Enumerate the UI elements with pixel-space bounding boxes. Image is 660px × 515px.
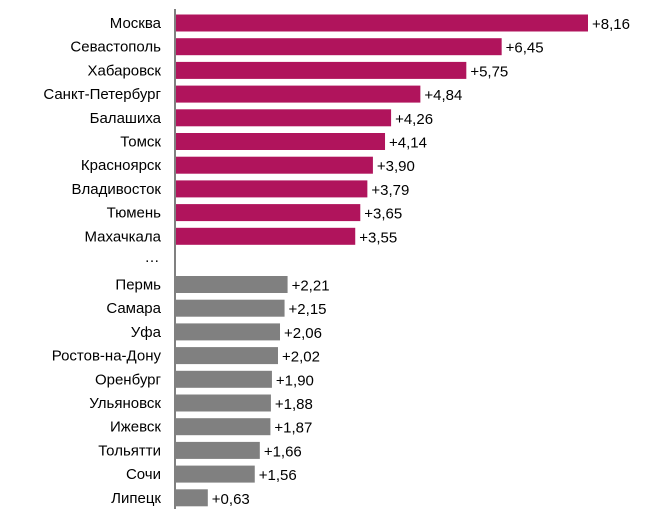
value-label: +2,15 (289, 301, 327, 318)
category-label: Томск (120, 134, 161, 151)
category-labels-group: Москва Севастополь Хабаровск Санкт-Петербур… (43, 15, 161, 507)
bar (176, 14, 588, 32)
value-label: +3,79 (371, 182, 409, 199)
value-label: +5,75 (470, 63, 508, 80)
value-label: +1,66 (264, 443, 302, 460)
category-label: Тольятти (98, 442, 161, 459)
bar (176, 465, 255, 483)
bar (176, 299, 285, 317)
value-label: +2,21 (292, 278, 330, 295)
bar (176, 347, 278, 365)
value-labels-group: +8,16 +6,45 +5,75 +4,84 +4,26 +4,14 +3,90 +3,79… (212, 16, 630, 508)
category-label: Сочи (126, 466, 161, 483)
bar (176, 156, 373, 174)
value-label: +4,14 (389, 135, 427, 152)
value-label: +2,06 (284, 325, 322, 342)
value-label: +1,90 (276, 372, 314, 389)
category-label: Севастополь (70, 39, 161, 56)
category-label: Москва (110, 15, 162, 32)
category-label: Махачкала (85, 228, 162, 245)
value-label: +3,65 (364, 206, 402, 223)
category-label: Ростов-на-Дону (52, 348, 162, 365)
gap-ellipsis: … (145, 249, 160, 266)
category-label: Уфа (131, 324, 162, 341)
category-label: Хабаровск (88, 62, 162, 79)
value-label: +4,84 (424, 87, 462, 104)
category-label: Пермь (115, 277, 161, 294)
value-label: +3,55 (359, 229, 397, 246)
bar (176, 133, 386, 150)
category-label: Ижевск (110, 419, 161, 436)
category-label: Красноярск (81, 157, 162, 174)
bar (176, 38, 502, 56)
bar (176, 85, 421, 103)
bar (176, 61, 467, 79)
bar (176, 418, 271, 436)
value-label: +1,88 (275, 396, 313, 413)
bar (176, 109, 392, 127)
bar (176, 489, 208, 507)
bar (176, 441, 260, 459)
value-label: +2,02 (282, 349, 320, 366)
category-label: Оренбург (95, 371, 162, 388)
bar (176, 323, 281, 341)
category-label: Ульяновск (89, 395, 161, 412)
bars-group (176, 14, 588, 507)
bar (176, 276, 288, 293)
bar (176, 394, 271, 412)
value-label: +6,45 (506, 40, 544, 57)
value-label: +1,56 (259, 467, 297, 484)
value-label: +3,90 (377, 158, 415, 175)
value-label: +0,63 (212, 491, 250, 508)
value-label: +4,26 (395, 111, 433, 128)
category-label: Санкт-Петербург (43, 86, 161, 103)
bar (176, 227, 356, 245)
bar (176, 180, 368, 198)
category-label: Балашиха (90, 110, 162, 127)
category-label: Тюмень (107, 205, 162, 222)
category-label: Липецк (111, 490, 161, 507)
bar (176, 204, 361, 222)
value-label: +1,87 (274, 420, 312, 437)
category-label: Владивосток (72, 181, 162, 198)
bar (176, 370, 272, 388)
category-label: Самара (106, 300, 161, 317)
value-label: +8,16 (592, 16, 630, 33)
